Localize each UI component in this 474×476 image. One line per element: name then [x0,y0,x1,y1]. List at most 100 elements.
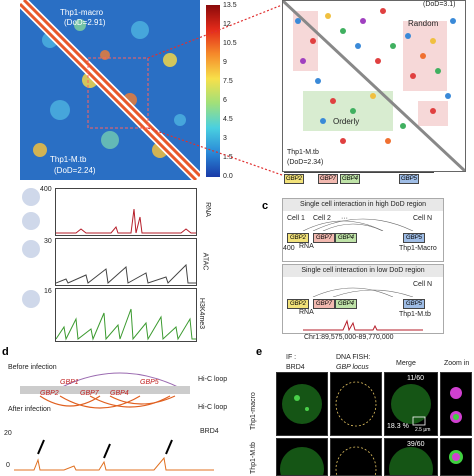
panel-d-before: Before infection [8,364,57,371]
panel-e-if-target: BRD4 [286,364,305,371]
hic-macro-label: Thp1-macro [60,8,104,17]
d-gene-gbp5: GBP5 [140,379,159,386]
c-low-gene-gbp4: GBP4 [335,299,357,309]
colorbar-ticks: 13.5 12 10.5 9 7.5 6 4.5 3 1.5 0.0 [223,2,247,180]
micro-if-1 [276,372,328,436]
rna-tick-400: 400 [40,186,52,193]
cell-icon-atac-macro [22,240,40,258]
gene-gbp2: GBP2 [284,174,304,184]
colorbar-tick: 12 [223,21,231,28]
atac-track [55,238,197,286]
gene-gbp7: GBP7 [318,174,338,184]
panel-c-cell1: Cell 1 [287,215,305,222]
zoom-random-label: Random [408,19,439,28]
low-arcs [312,287,414,297]
panel-c-rna: RNA [299,243,314,250]
colorbar-tick: 6 [223,97,227,104]
micro-fish-1 [330,372,382,436]
hic-mtb-label: Thp1-M.tb [50,155,87,164]
micro-if-2 [276,438,328,476]
panel-c-coords: Chr1:89,575,000-89,770,000 [304,334,394,341]
panel-c-high-title: Single cell interaction in high DoD regi… [283,199,443,211]
zoom-panel: (DoD=3.1) Random Orderly Thp1-M.tb (DoD=… [282,0,466,172]
colorbar-tick: 13.5 [223,2,237,9]
zoom-mtb-dod: (DoD=2.34) [287,159,324,166]
panel-e-zoom: Zoom in [444,360,470,367]
c-gene-gbp5: GBP5 [403,233,425,243]
panel-c-low-mtb: Thp1-M.tb [399,311,431,318]
panel-e-fish-target: GBP locus [336,364,369,371]
c-gene-gbp2: GBP2 [287,233,309,243]
d-gene-gbp1: GBP1 [60,379,79,386]
c-gene-gbp4: GBP4 [335,233,357,243]
atac-tick-30: 30 [44,238,52,245]
panel-d-hic-loop-bottom: Hi-C loop [198,404,228,411]
panel-c-low: Single cell interaction in low DoD regio… [282,264,444,334]
tracks-panel: RNA 400 ATAC 30 H3K4me3 16 [0,184,240,344]
panel-d-y0: 0 [6,462,10,469]
h3k-tick-16: 16 [44,288,52,295]
rna-svg [56,208,196,234]
c-gene-gbp7: GBP7 [313,233,335,243]
d-gene-gbp7: GBP7 [80,390,99,397]
micro-scale: 2.5 μm [415,427,431,433]
zoom-svg [283,1,465,171]
colorbar-tick: 10.5 [223,40,237,47]
hic-macro-dod: (DoD=2.91) [64,18,106,27]
panel-c-low-rna: RNA [299,309,314,316]
panel-c-celln: Cell N [413,215,433,222]
rna-track [55,188,197,236]
hic-mtb-dod: (DoD=2.24) [54,166,96,175]
colorbar-tick: 1.5 [223,154,233,161]
atac-svg [55,263,196,284]
panel-e-row2: Thp1-M.tb [250,442,257,474]
panel-d-y20: 20 [4,430,12,437]
micro-zoom-2 [440,438,472,476]
panel-e-merge: Merge [396,360,416,367]
h3k-track [55,288,197,342]
zoom-connectors [147,4,283,176]
zoom-dod-top: (DoD=3.1) [423,1,456,8]
gene-gbp5: GBP5 [399,174,419,184]
brd4-track [14,439,214,471]
zoom-orderly-label: Orderly [333,117,360,126]
c-low-gene-gbp2: GBP2 [287,299,309,309]
gene-gbp4: GBP4 [340,174,360,184]
panel-d-letter: d [2,346,9,358]
colorbar [206,5,220,177]
panel-d-hic-loop-top: Hi-C loop [198,376,228,383]
panel-c-low-title: Single cell interaction in low DoD regio… [283,265,443,277]
panel-d-loops [20,372,190,409]
panel-c-letter: c [262,200,269,212]
panel-c-macro: Thp1-Macro [399,245,437,252]
micro-merge-2: 39/60 [384,438,438,476]
panel-c-cell2: Cell 2 [313,215,331,222]
cell-icon-mtb [22,212,40,230]
panel-c-low-celln: Cell N [413,281,433,288]
panel-d-after: After infection [8,406,51,413]
micro-merge-1: 11/60 18.3 % 2.5 μm [384,372,438,436]
d-gene-gbp4: GBP4 [110,390,129,397]
hic-heatmap: Thp1-macro (DoD=2.91) Thp1-M.tb (DoD=2.2… [20,0,200,180]
cell-icon-macro [22,188,40,206]
panel-c-high: Single cell interaction in high DoD regi… [282,198,444,262]
micro-zoom-1 [440,372,472,436]
h3k-svg [55,308,196,341]
panel-e-fish-label: DNA FISH: [336,354,371,361]
micro-pct: 18.3 % [387,423,409,430]
atac-label: ATAC [201,252,209,271]
rna-label: RNA [203,202,211,217]
zoom-mtb-label: Thp1-M.tb [287,149,319,156]
cell-icon-h3k-macro [22,290,40,308]
panel-e-row1: Thp1-macro [250,392,257,430]
colorbar-tick: 9 [223,59,227,66]
colorbar-tick: 4.5 [223,116,233,123]
panel-e-if-label: IF : [286,354,297,361]
d-gene-gbp2: GBP2 [40,390,59,397]
panel-c-y400: 400 [283,245,295,252]
panel-d-brd4: BRD4 [200,428,219,435]
h3k-label: H3K4me3 [198,297,206,330]
colorbar-tick: 7.5 [223,78,233,85]
colorbar-tick: 0.0 [223,173,233,180]
colorbar-tick: 3 [223,135,227,142]
